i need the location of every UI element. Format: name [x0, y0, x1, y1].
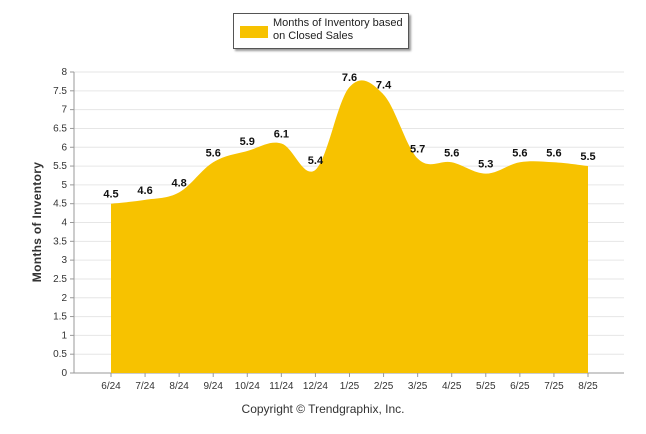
data-label: 5.6 — [444, 147, 459, 159]
data-label: 5.9 — [240, 136, 255, 148]
series-area — [111, 80, 588, 373]
legend-label: Months of Inventory based on Closed Sale… — [273, 17, 403, 42]
data-labels: 4.5 4.6 4.8 5.6 5.9 6.1 5.4 7.6 7.4 5.7 5.6 5.3 5.6 5… — [103, 72, 595, 201]
x-tick-label: 10/24 — [235, 381, 260, 392]
y-tick-label: 6.5 — [53, 123, 67, 134]
y-tick-label: 2 — [61, 293, 67, 304]
y-tick-label: 6 — [61, 142, 67, 153]
x-axis: 6/24 7/24 8/24 9/24 10/24 11/24 12/24 1/25 2/25 3… — [74, 372, 624, 392]
x-tick-label: 8/25 — [578, 381, 598, 392]
y-axis: 0 0.5 1 1.5 2 2.5 3 3.5 4 4.5 5 5.5 6 6.5 7 7.5 8 — [53, 67, 75, 379]
data-label: 5.3 — [478, 159, 493, 171]
y-tick-label: 1 — [61, 330, 67, 341]
data-label: 4.6 — [137, 185, 152, 197]
x-tick-label: 11/24 — [269, 381, 294, 392]
x-tick-label: 8/24 — [169, 381, 189, 392]
y-tick-label: 7 — [61, 105, 67, 116]
legend-swatch — [240, 26, 268, 38]
data-label: 7.4 — [376, 80, 392, 92]
data-label: 5.5 — [580, 151, 595, 163]
y-tick-label: 7.5 — [53, 86, 67, 97]
data-label: 5.6 — [512, 147, 527, 159]
x-tick-label: 1/25 — [340, 381, 360, 392]
data-label: 5.4 — [308, 155, 324, 167]
y-tick-label: 4 — [61, 218, 67, 229]
y-tick-label: 0.5 — [53, 349, 67, 360]
y-tick-label: 3.5 — [53, 236, 67, 247]
y-tick-label: 5.5 — [53, 161, 67, 172]
x-tick-label: 5/25 — [476, 381, 496, 392]
data-label: 5.6 — [546, 147, 561, 159]
data-label: 6.1 — [274, 128, 289, 140]
data-label: 4.8 — [171, 177, 186, 189]
series-area-fill — [111, 80, 588, 373]
x-tick-label: 4/25 — [442, 381, 462, 392]
x-tick-label: 9/24 — [203, 381, 223, 392]
data-label: 5.6 — [206, 147, 221, 159]
legend: Months of Inventory based on Closed Sale… — [233, 13, 409, 49]
y-tick-label: 4.5 — [53, 199, 67, 210]
y-tick-label: 5 — [61, 180, 67, 191]
y-tick-label: 0 — [61, 368, 67, 379]
y-tick-label: 2.5 — [53, 274, 67, 285]
copyright-text: Copyright © Trendgraphix, Inc. — [241, 402, 405, 416]
data-label: 5.7 — [410, 144, 425, 156]
x-tick-label: 3/25 — [408, 381, 428, 392]
data-label: 7.6 — [342, 72, 357, 84]
x-tick-label: 6/24 — [101, 381, 121, 392]
data-label: 4.5 — [103, 189, 118, 201]
y-tick-label: 3 — [61, 255, 67, 266]
y-tick-label: 8 — [61, 67, 67, 78]
x-tick-label: 7/24 — [135, 381, 155, 392]
y-axis-label: Months of Inventory — [30, 161, 44, 283]
x-tick-label: 6/25 — [510, 381, 530, 392]
x-tick-label: 12/24 — [303, 381, 328, 392]
x-tick-label: 7/25 — [544, 381, 564, 392]
y-tick-label: 1.5 — [53, 312, 67, 323]
x-tick-label: 2/25 — [374, 381, 394, 392]
